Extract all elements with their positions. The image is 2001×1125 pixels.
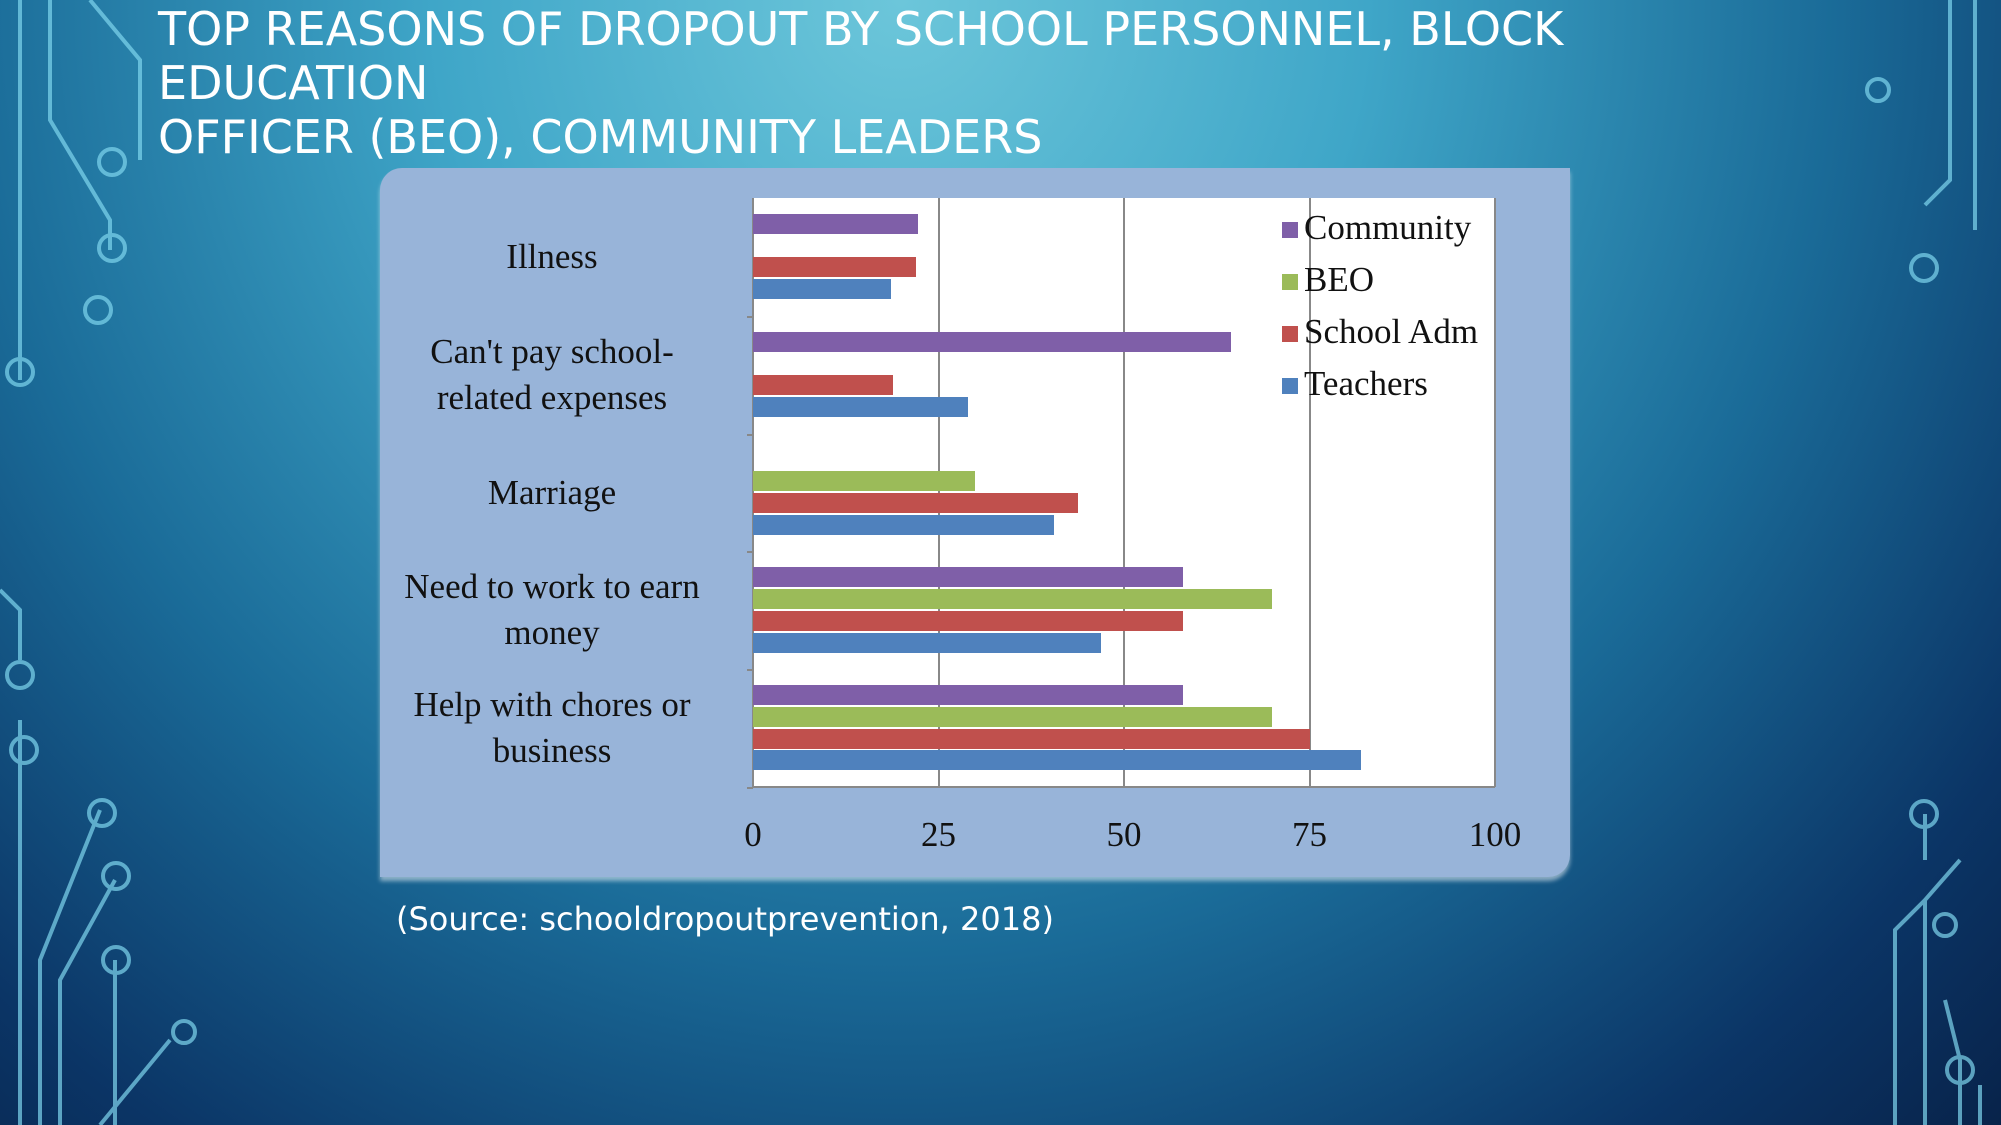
slide-title: TOP REASONS OF DROPOUT BY SCHOOL PERSONN… [158, 2, 1778, 164]
bar [753, 610, 1183, 631]
bar [753, 706, 1273, 727]
bar [753, 750, 1362, 771]
legend-label: BEO [1304, 260, 1374, 299]
x-tick-label: 75 [1292, 815, 1327, 854]
tick-mark [747, 433, 753, 436]
grid-line [1123, 198, 1125, 787]
bar [753, 567, 1183, 588]
bar [753, 279, 891, 300]
grid-line [937, 198, 940, 787]
y-tick-label: Can't pay school-related expenses [430, 331, 674, 417]
bar [753, 685, 1184, 706]
y-axis-line [752, 198, 754, 787]
y-tick-label: Need to work to earn money [404, 567, 700, 653]
bar [753, 375, 894, 396]
bar [753, 589, 1272, 610]
y-tick-label: Help with chores or business [413, 685, 691, 771]
chart-panel: 0 25 50 75 100 Illness Can't pay school-relate… [380, 168, 1570, 877]
grid-line [1494, 198, 1496, 787]
bar [753, 632, 1101, 653]
x-tick-label: 100 [1468, 815, 1522, 854]
legend-label: Teachers [1304, 364, 1428, 403]
bar [753, 396, 969, 417]
source-note: (Source: schooldropoutprevention, 2018) [396, 900, 1054, 938]
legend-label: Community [1304, 208, 1472, 247]
legend-label: School Adm [1304, 312, 1479, 351]
x-tick-label: 0 [744, 815, 762, 854]
x-tick-label: 25 [921, 815, 956, 854]
slide-title-line: OFFICER (BEO), COMMUNITY LEADERS [158, 110, 1043, 164]
bar [753, 493, 1078, 513]
bar [753, 514, 1054, 535]
bar [753, 331, 1231, 352]
legend-swatch [1282, 378, 1298, 394]
bar [753, 214, 919, 234]
legend-swatch [1282, 274, 1298, 290]
bar [753, 471, 975, 492]
x-tick-label: 50 [1106, 815, 1142, 854]
legend-swatch [1282, 222, 1298, 238]
y-tick-label: Illness [506, 236, 598, 276]
tick-mark [747, 315, 753, 318]
slide-title-line: TOP REASONS OF DROPOUT BY SCHOOL PERSONN… [158, 2, 1564, 110]
bar [753, 728, 1310, 749]
tick-mark [747, 551, 753, 554]
x-axis-line [753, 786, 1495, 788]
chart: 0 25 50 75 100 Illness Can't pay school-relate… [380, 168, 1570, 877]
y-tick-label: Marriage [487, 472, 617, 512]
tick-mark [747, 669, 753, 672]
legend-swatch [1282, 326, 1298, 342]
grid-line [1308, 198, 1311, 787]
tick-mark [747, 787, 753, 789]
bar [753, 257, 917, 278]
